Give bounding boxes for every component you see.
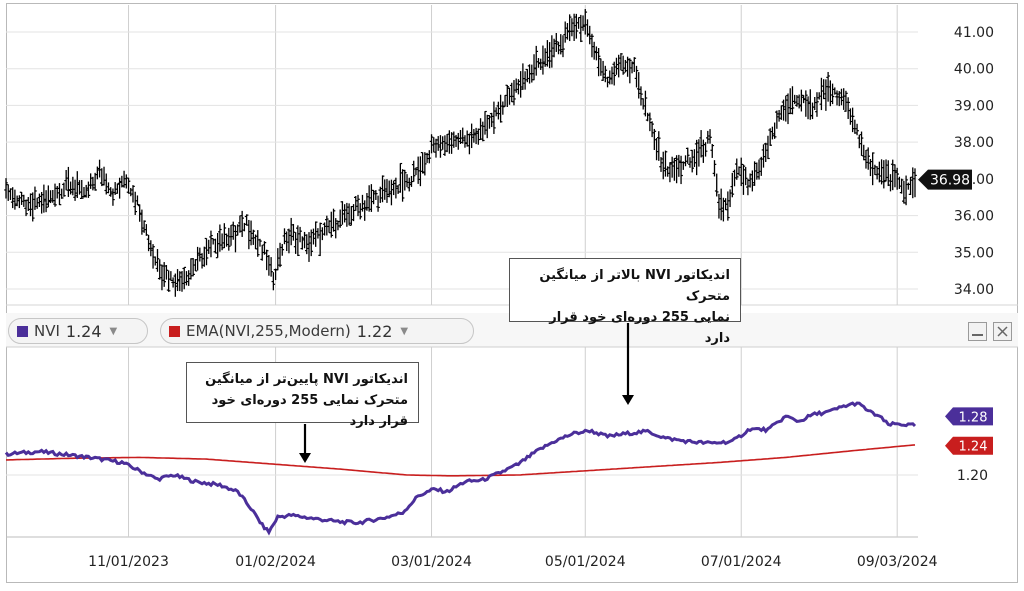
chevron-down-icon[interactable]: ▼ [109, 325, 118, 337]
y-tick-label: 34.00 [954, 282, 994, 298]
legend-pill-ema[interactable]: EMA(NVI,255,Modern) 1.22 ▼ [160, 318, 474, 344]
nvi-y-tick-label: 1.20 [957, 468, 988, 484]
y-tick-label: 41.00 [954, 25, 994, 41]
minimize-icon [972, 334, 983, 336]
ema-color-swatch [169, 325, 180, 337]
chart-frame [6, 3, 1018, 583]
annotation-above: اندیکاتور NVI بالاتر از میانگین متحرک نم… [509, 258, 741, 346]
y-tick-label: 39.00 [954, 98, 994, 114]
annotation-below-line1: اندیکاتور NVI پایین‌تر از میانگین [205, 372, 408, 387]
y-tick-label: 35.00 [954, 245, 994, 261]
y-tick-label: 36.00 [954, 209, 994, 225]
x-tick-label: 09/03/2024 [857, 554, 938, 570]
x-tick-label: 11/01/2023 [88, 554, 169, 570]
x-tick-label: 07/01/2024 [701, 554, 782, 570]
close-button[interactable] [993, 322, 1012, 341]
y-tick-label: 40.00 [954, 62, 994, 78]
annotation-above-line2: نمایی 255 دوره‌ای خود قرار دارد [549, 310, 730, 346]
nvi-line [4, 401, 917, 536]
y-tick-label: 38.00 [954, 135, 994, 151]
ema-line [6, 444, 916, 477]
legend-pill-nvi[interactable]: NVI 1.24 ▼ [8, 318, 148, 344]
last-price-label: 36.98 [930, 173, 970, 189]
ema-legend-label: EMA(NVI,255,Modern) [186, 322, 351, 340]
annotation-above-line1: اندیکاتور NVI بالاتر از میانگین متحرک [539, 268, 730, 304]
nvi-legend-value: 1.24 [65, 321, 102, 341]
minimize-button[interactable] [968, 322, 987, 341]
price-bars [4, 9, 917, 297]
annotation-below: اندیکاتور NVI پایین‌تر از میانگین متحرک … [186, 362, 419, 429]
annotation-below-line2: متحرک نمایی 255 دوره‌ای خود قرار دارد [211, 393, 408, 429]
last-price-tag [918, 169, 972, 190]
close-icon [997, 326, 1008, 337]
arrow-above-head [622, 395, 634, 405]
chevron-down-icon[interactable]: ▼ [400, 325, 409, 337]
ema-last-value-label: 1.24 [959, 440, 988, 455]
nvi-color-swatch [17, 325, 28, 337]
x-tick-label: 01/02/2024 [235, 554, 316, 570]
nvi-last-value-label: 1.28 [959, 410, 988, 425]
arrow-below-head [299, 453, 311, 463]
nvi-last-value-tag [945, 407, 993, 426]
nvi-legend-label: NVI [34, 322, 60, 340]
x-tick-label: 03/01/2024 [391, 554, 472, 570]
ema-last-value-tag [945, 436, 993, 455]
x-tick-label: 05/01/2024 [545, 554, 626, 570]
ema-legend-value: 1.22 [356, 321, 393, 341]
